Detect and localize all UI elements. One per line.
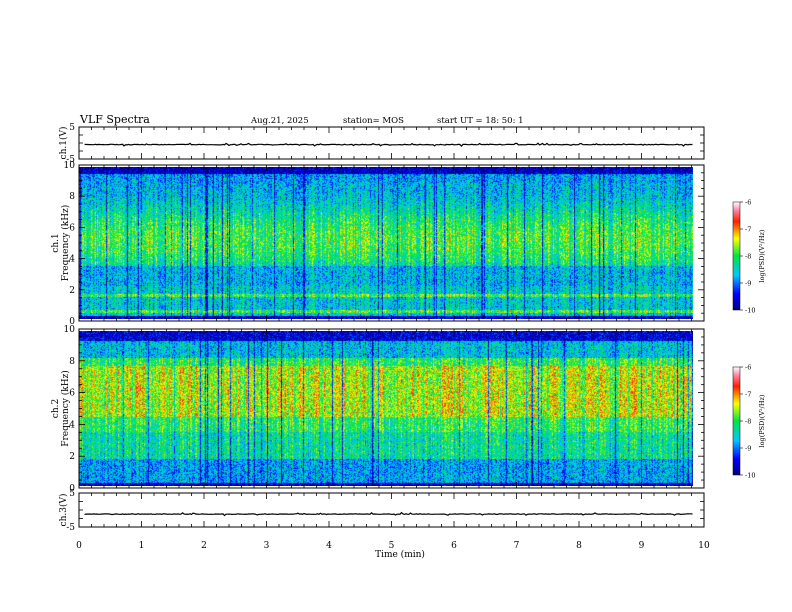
ch2-spectrogram-colorbar-label: log(PSD)(V²/Hz) <box>758 394 766 447</box>
ch2-spectrogram-colorbar-tick: -10 <box>745 472 755 480</box>
station-label: station= MOS <box>343 116 404 126</box>
ch2-spectrogram-image <box>79 331 693 486</box>
ch1-voltage-trace <box>84 142 693 147</box>
x-tick-label: 9 <box>639 541 645 551</box>
x-tick-label: 5 <box>389 541 395 551</box>
ch1-spectrogram-ytick-label: 2 <box>69 286 75 296</box>
ch2-spectrogram-colorbar-tick: -6 <box>745 364 751 372</box>
ch2-spectrogram-ytick-label: 2 <box>69 452 75 462</box>
x-tick-label: 2 <box>201 541 207 551</box>
ch3-voltage-trace <box>84 511 693 517</box>
ch1-spectrogram-ytick-label: 4 <box>69 255 75 265</box>
x-tick-label: 1 <box>139 541 145 551</box>
x-tick-label: 8 <box>576 541 582 551</box>
ch1-voltage-ylabel: ch.1(V) <box>58 127 69 160</box>
ch1-spectrogram-ytick-label: 0 <box>69 317 75 327</box>
ch1-spectrogram-ytick-label: 6 <box>69 223 75 233</box>
ch2-spectrogram-ytick-label: 10 <box>64 325 76 335</box>
ch1-voltage-ytick-label: 5 <box>69 123 75 133</box>
ch1-spectrogram-ytick-label: 10 <box>64 161 76 171</box>
ch1-spectrogram-ytick-label: 8 <box>69 192 75 202</box>
date-label: Aug.21, 2025 <box>250 116 309 126</box>
ch1-spectrogram-colorbar-label: log(PSD)(V²/Hz) <box>758 229 766 282</box>
ch3-voltage-ytick-label: 5 <box>69 489 75 499</box>
ch2-spectrogram-colorbar-tick: -9 <box>745 445 751 453</box>
ch1-spectrogram-colorbar-tick: -7 <box>745 226 751 234</box>
ch2-spectrogram-ylabel: ch.2Frequency (kHz) <box>51 370 71 447</box>
ch2-spectrogram-ytick-label: 8 <box>69 357 75 367</box>
ch1-spectrogram-image <box>79 167 693 319</box>
ch1-spectrogram-colorbar-tick: -9 <box>745 280 751 288</box>
x-tick-label: 6 <box>451 541 457 551</box>
x-tick-label: 0 <box>76 541 82 551</box>
ch1-spectrogram-colorbar-tick: -10 <box>745 307 755 315</box>
ch2-colorbar <box>732 366 741 476</box>
ch1-spectrogram-colorbar-tick: -6 <box>745 199 751 207</box>
ch2-spectrogram-ytick-label: 4 <box>69 420 75 430</box>
ch1-spectrogram-colorbar-tick: -8 <box>745 253 751 261</box>
x-tick-label: 7 <box>514 541 520 551</box>
x-tick-label: 3 <box>264 541 270 551</box>
x-axis-label: Time (min) <box>375 549 425 560</box>
ch1-voltage-ytick-label: -5 <box>66 155 75 165</box>
start-time-label: start UT = 18: 50: 1 <box>437 116 524 126</box>
ch3-voltage-ylabel: ch.3(V) <box>58 494 69 527</box>
ch2-spectrogram-ytick-label: 0 <box>69 484 75 494</box>
ch1-spectrogram-ylabel: ch.1Frequency (kHz) <box>51 205 71 282</box>
ch3-voltage-ytick-label: -5 <box>66 523 75 533</box>
ch2-spectrogram-ytick-label: 6 <box>69 389 75 399</box>
ch1-colorbar <box>732 201 741 311</box>
figure-title: VLF Spectra <box>79 113 150 126</box>
ch2-spectrogram-colorbar-tick: -7 <box>745 391 751 399</box>
ch2-spectrogram-colorbar-tick: -8 <box>745 418 751 426</box>
x-tick-label: 4 <box>326 541 332 551</box>
x-tick-label: 10 <box>698 541 710 551</box>
